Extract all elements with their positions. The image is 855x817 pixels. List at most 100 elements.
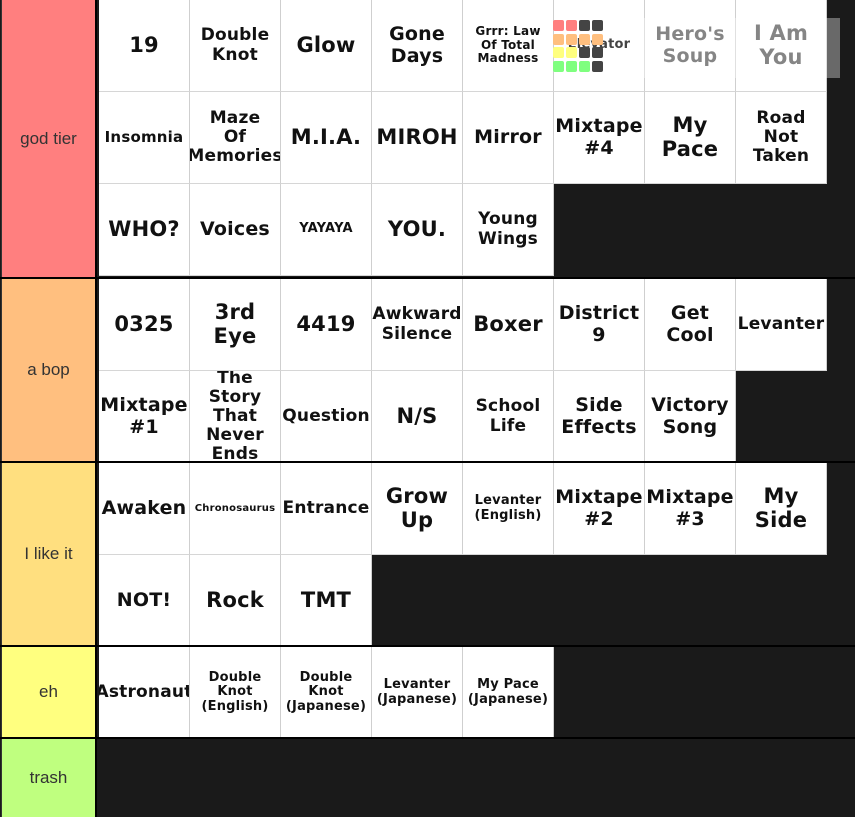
tier-item-entrance[interactable]: Entrance — [281, 463, 372, 555]
tier-item-astronaut[interactable]: Astronaut — [99, 647, 190, 739]
tier-label[interactable]: trash — [1, 739, 97, 817]
tier-item-label: My Pace — [661, 112, 719, 161]
tier-item-double-knot[interactable]: Double Knot — [190, 0, 281, 92]
tier-item-rock[interactable]: Rock — [190, 555, 281, 647]
tier-item-you[interactable]: YOU. — [372, 184, 463, 276]
tier-item-label: Mixtape #2 — [555, 486, 643, 530]
tier-item-label: NOT! — [116, 588, 172, 611]
tier-item-label: Young Wings — [478, 209, 538, 249]
tier-item-label: Voices — [200, 217, 270, 240]
tier-item-side-effects[interactable]: Side Effects — [554, 371, 645, 463]
tier-item-label: Grrr: Law Of Total Madness — [475, 24, 541, 66]
tier-item-label: I Am You — [753, 20, 809, 69]
tier-item-label: YOU. — [387, 216, 447, 241]
tier-item-gone-days[interactable]: Gone Days — [372, 0, 463, 92]
tier-item-label: Double Knot (Japanese) — [285, 669, 367, 714]
tier-item-label: 4419 — [296, 311, 356, 336]
tier-row-eh: eh Astronaut Double Knot (English) Double Kno… — [0, 645, 855, 739]
tier-item-levanter[interactable]: Levanter — [736, 279, 827, 371]
tier-item-4419[interactable]: 4419 — [281, 279, 372, 371]
tier-item-label: School Life — [475, 396, 541, 436]
tier-item-mirror[interactable]: Mirror — [463, 92, 554, 184]
tier-item-label: Insomnia — [104, 128, 184, 147]
tier-item-i-am-you[interactable]: I Am You — [736, 0, 827, 92]
tier-item-awkward-silence[interactable]: Awkward Silence — [372, 279, 463, 371]
tier-item-label: Road Not Taken — [752, 107, 810, 167]
tier-item-label: My Pace (Japanese) — [467, 676, 549, 707]
tier-item-label: TMT — [300, 587, 352, 612]
tier-item-label: Entrance — [282, 497, 370, 518]
tier-item-chronosaurus[interactable]: Chronosaurus — [190, 463, 281, 555]
tier-item-label: Glow — [296, 32, 356, 57]
tier-item-label: 0325 — [114, 311, 174, 336]
tier-label[interactable]: eh — [1, 647, 97, 737]
tier-label[interactable]: god tier — [1, 0, 97, 277]
tier-item-get-cool[interactable]: Get Cool — [645, 279, 736, 371]
tier-item-young-wings[interactable]: Young Wings — [463, 184, 554, 276]
tier-item-my-side[interactable]: My Side — [736, 463, 827, 555]
tier-dropzone[interactable] — [99, 739, 855, 817]
tier-item-mixtape-1[interactable]: Mixtape #1 — [99, 371, 190, 463]
tier-item-label: Grow Up — [385, 483, 449, 532]
tier-item-label: Astronaut — [99, 681, 190, 702]
tier-item-my-pace-japanese[interactable]: My Pace (Japanese) — [463, 647, 554, 739]
tier-item-not[interactable]: NOT! — [99, 555, 190, 647]
tier-item-3rd-eye[interactable]: 3rd Eye — [190, 279, 281, 371]
tier-item-mixtape-2[interactable]: Mixtape #2 — [554, 463, 645, 555]
tier-item-label: 19 — [129, 32, 159, 57]
tier-item-mixtape-3[interactable]: Mixtape #3 — [645, 463, 736, 555]
tier-item-n-s[interactable]: N/S — [372, 371, 463, 463]
tier-item-mixtape-4[interactable]: Mixtape #4 — [554, 92, 645, 184]
tier-dropzone[interactable]: 19 Double Knot Glow Gone Days Grrr: Law Of Tota… — [99, 0, 855, 277]
tier-item-my-pace[interactable]: My Pace — [645, 92, 736, 184]
tier-dropzone[interactable]: 0325 3rd Eye 4419 Awkward Silence Boxer Distric… — [99, 279, 855, 463]
tier-item-double-knot-english[interactable]: Double Knot (English) — [190, 647, 281, 739]
tier-item-who[interactable]: WHO? — [99, 184, 190, 276]
tier-item-hero-s-soup[interactable]: Hero's Soup — [645, 0, 736, 92]
tier-item-label: Mixtape #4 — [555, 115, 643, 159]
tier-item-m-i-a[interactable]: M.I.A. — [281, 92, 372, 184]
tier-item-grow-up[interactable]: Grow Up — [372, 463, 463, 555]
tier-item-school-life[interactable]: School Life — [463, 371, 554, 463]
tier-item-miroh[interactable]: MIROH — [372, 92, 463, 184]
tier-label[interactable]: a bop — [1, 279, 97, 461]
tier-item-grrr-law-of-total-madness[interactable]: Grrr: Law Of Total Madness — [463, 0, 554, 92]
tier-item-voices[interactable]: Voices — [190, 184, 281, 276]
tier-item-label: 3rd Eye — [213, 299, 257, 348]
tier-item-label: MIROH — [376, 124, 458, 149]
tier-item-insomnia[interactable]: Insomnia — [99, 92, 190, 184]
tier-item-label: Gone Days — [389, 23, 445, 67]
tier-item-19[interactable]: 19 — [99, 0, 190, 92]
tier-row-trash: trash — [0, 737, 855, 817]
tier-item-elevator[interactable]: Elevator — [554, 0, 645, 92]
tier-item-double-knot-japanese[interactable]: Double Knot (Japanese) — [281, 647, 372, 739]
tier-item-label: Double Knot (English) — [201, 669, 269, 714]
tier-item-label: Levanter — [737, 313, 825, 334]
tier-item-maze-of-memories[interactable]: Maze Of Memories — [190, 92, 281, 184]
tier-item-label: The Story That Never Ends — [206, 371, 264, 463]
tier-item-the-story-that-never-ends[interactable]: The Story That Never Ends — [190, 371, 281, 463]
tier-row-god-tier: god tier 19 Double Knot Glow Gone Days Grrr: La… — [0, 0, 855, 277]
tier-item-awaken[interactable]: Awaken — [99, 463, 190, 555]
tier-item-label: Rock — [206, 587, 264, 612]
tier-item-levanter-english[interactable]: Levanter (English) — [463, 463, 554, 555]
tier-item-tmt[interactable]: TMT — [281, 555, 372, 647]
tier-item-district-9[interactable]: District 9 — [554, 279, 645, 371]
tier-item-label: Awkward Silence — [372, 304, 462, 344]
tier-item-label: Maze Of Memories — [190, 107, 281, 167]
tier-item-glow[interactable]: Glow — [281, 0, 372, 92]
tier-item-yayaya[interactable]: YAYAYA — [281, 184, 372, 276]
tier-item-label: Get Cool — [666, 302, 714, 346]
tier-item-levanter-japanese[interactable]: Levanter (Japanese) — [372, 647, 463, 739]
tier-label[interactable]: I like it — [1, 463, 97, 645]
tier-dropzone[interactable]: Awaken Chronosaurus Entrance Grow Up Levanter… — [99, 463, 855, 647]
tier-item-road-not-taken[interactable]: Road Not Taken — [736, 92, 827, 184]
tier-item-label: Awaken — [101, 496, 187, 519]
tier-item-question[interactable]: Question — [281, 371, 372, 463]
tier-item-label: Boxer — [473, 311, 543, 336]
tier-item-victory-song[interactable]: Victory Song — [645, 371, 736, 463]
tier-item-boxer[interactable]: Boxer — [463, 279, 554, 371]
tier-item-0325[interactable]: 0325 — [99, 279, 190, 371]
tier-dropzone[interactable]: Astronaut Double Knot (English) Double Knot(… — [99, 647, 855, 739]
